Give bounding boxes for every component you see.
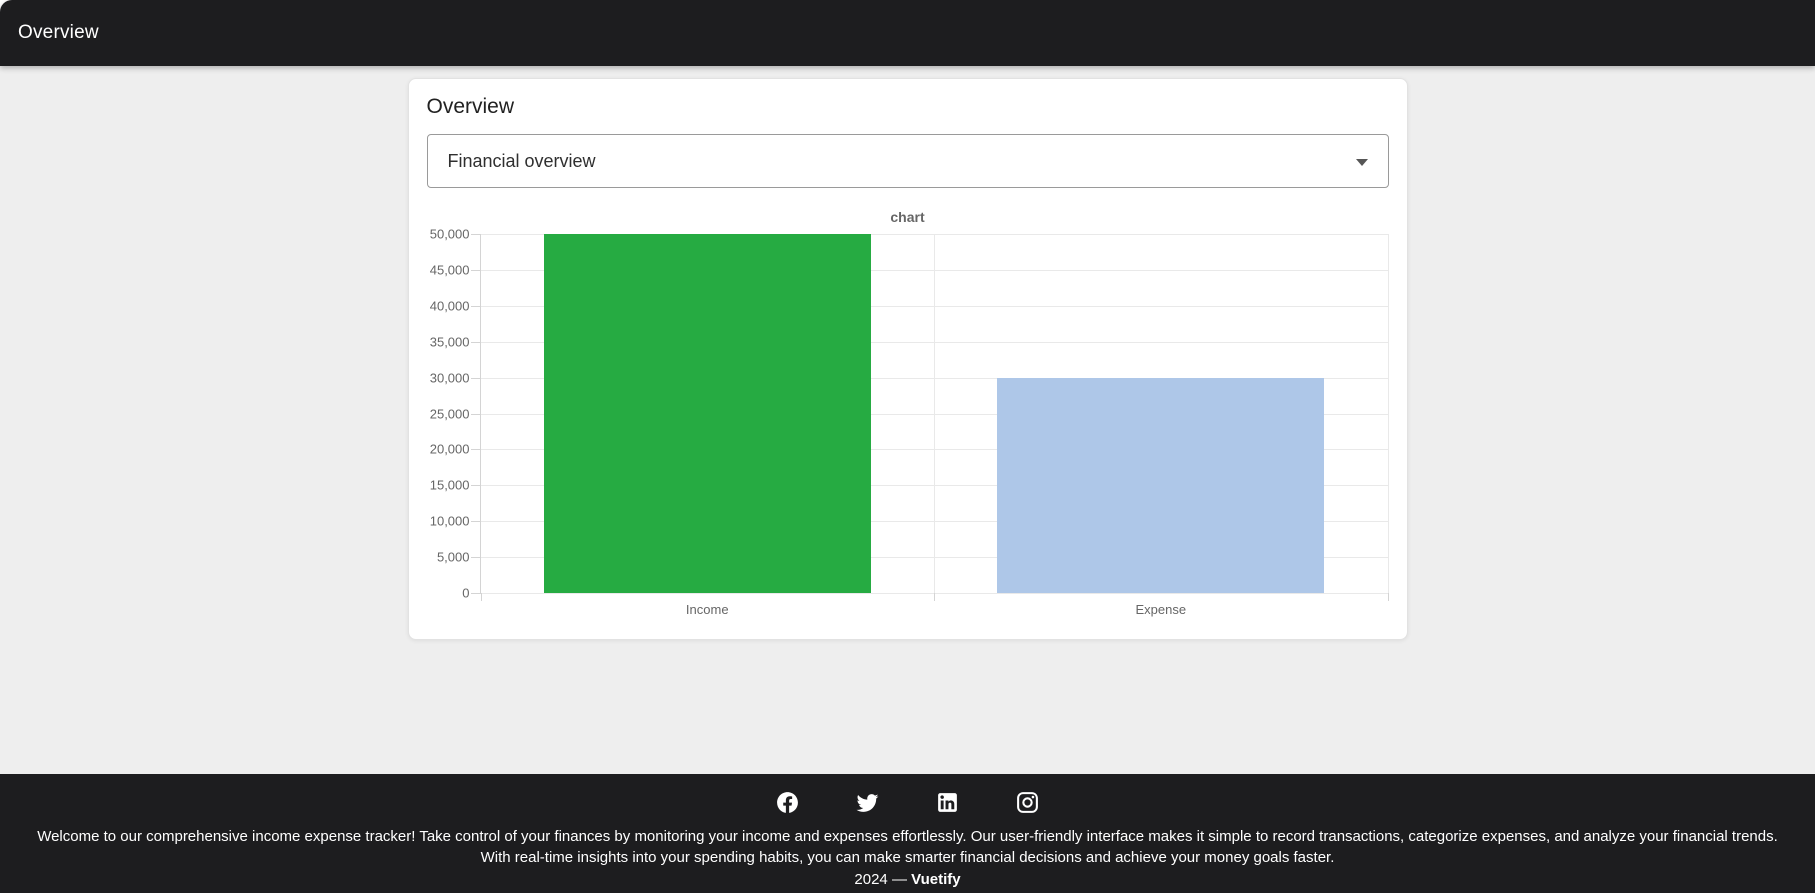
gridline	[1387, 234, 1389, 593]
y-tick-mark	[470, 305, 481, 307]
bar-expense	[997, 377, 1324, 593]
brand-name: Vuetify	[911, 871, 961, 888]
x-tick-mark	[1387, 593, 1389, 601]
overview-card: Overview Financial overview chart 0 5,000…	[407, 78, 1408, 640]
chevron-down-icon	[1355, 159, 1368, 166]
y-tick-mark	[470, 557, 481, 559]
app-bar: Overview	[0, 0, 1815, 66]
facebook-icon	[777, 791, 798, 813]
instagram-button[interactable]	[1004, 778, 1052, 826]
gridline	[934, 234, 935, 593]
bar-chart: chart 0 5,000 10,000 15,000 20,000 25,000 30,0…	[427, 203, 1389, 617]
y-tick-label: 35,000	[429, 334, 470, 350]
y-tick-mark	[470, 377, 481, 379]
y-tick-mark	[470, 485, 481, 487]
instagram-icon	[1017, 791, 1038, 813]
copyright-year: 2024 —	[854, 871, 907, 888]
social-links-row	[0, 779, 1815, 825]
x-tick-mark	[480, 593, 482, 601]
footer: Welcome to our comprehensive income expe…	[0, 774, 1815, 893]
x-tick-mark	[934, 593, 935, 601]
footer-description: Welcome to our comprehensive income expe…	[37, 828, 1778, 866]
y-tick-mark	[470, 234, 481, 235]
linkedin-icon	[938, 792, 957, 812]
y-tick-label: 50,000	[429, 226, 470, 242]
x-axis-label-income: Income	[685, 602, 729, 617]
twitter-icon	[856, 793, 879, 812]
main-content: Overview Financial overview chart 0 5,000…	[0, 66, 1815, 774]
y-tick-label: 0	[462, 585, 470, 601]
facebook-button[interactable]	[764, 778, 812, 826]
y-tick-label: 40,000	[429, 298, 470, 314]
y-tick-label: 20,000	[429, 441, 470, 457]
app-bar-title: Overview	[18, 22, 99, 43]
financial-overview-select[interactable]: Financial overview	[426, 134, 1389, 188]
y-tick-label: 30,000	[429, 370, 470, 386]
y-tick-mark	[470, 413, 481, 415]
y-tick-label: 45,000	[429, 262, 470, 278]
footer-copyright: 2024 — Vuetify	[0, 869, 1815, 891]
linkedin-button[interactable]	[924, 778, 972, 826]
chart-title: chart	[890, 209, 925, 225]
card-title: Overview	[426, 95, 515, 118]
bar-income	[543, 234, 871, 593]
select-value: Financial overview	[447, 150, 596, 171]
y-tick-label: 5,000	[436, 549, 470, 565]
y-tick-label: 15,000	[429, 477, 470, 493]
twitter-button[interactable]	[844, 778, 892, 826]
x-axis-label-expense: Expense	[1135, 602, 1187, 617]
y-tick-label: 10,000	[429, 513, 470, 529]
y-tick-mark	[470, 521, 481, 523]
y-tick-mark	[470, 593, 481, 594]
y-tick-mark	[470, 269, 481, 271]
y-tick-mark	[470, 449, 481, 451]
y-tick-label: 25,000	[429, 406, 470, 421]
chart-plot-area: 0 5,000 10,000 15,000 20,000 25,000 30,000 35,0…	[430, 227, 1389, 617]
y-tick-mark	[470, 341, 481, 343]
